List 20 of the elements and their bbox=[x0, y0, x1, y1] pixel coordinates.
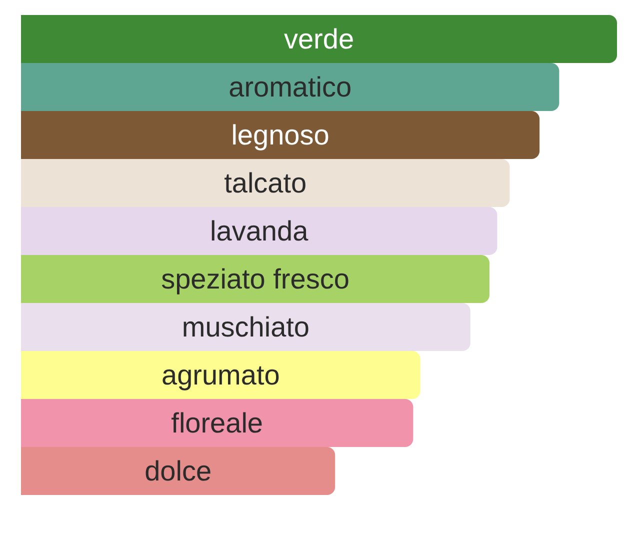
y-tick-label: lavanda bbox=[210, 216, 309, 246]
y-tick-label: agrumato bbox=[162, 360, 280, 390]
y-tick-label: aromatico bbox=[228, 72, 352, 102]
bar bbox=[21, 303, 470, 351]
bar bbox=[21, 399, 414, 447]
y-tick-label: verde bbox=[284, 24, 354, 54]
bar bbox=[21, 63, 560, 111]
bar bbox=[21, 15, 617, 63]
bar bbox=[21, 111, 540, 159]
y-tick-label: floreale bbox=[171, 408, 264, 438]
y-tick-label: talcato bbox=[224, 168, 307, 198]
bar bbox=[21, 207, 498, 255]
bar bbox=[21, 447, 336, 495]
y-tick-label: dolce bbox=[144, 456, 212, 486]
bar bbox=[21, 351, 420, 399]
y-tick-label: speziato fresco bbox=[161, 264, 350, 294]
y-tick-label: legnoso bbox=[231, 120, 330, 150]
bar bbox=[21, 255, 490, 303]
bar bbox=[21, 159, 510, 207]
y-tick-label: muschiato bbox=[182, 312, 310, 342]
